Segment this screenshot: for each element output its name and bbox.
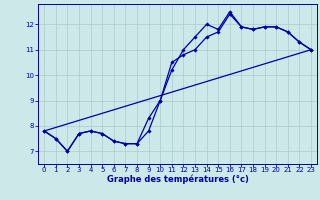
X-axis label: Graphe des températures (°c): Graphe des températures (°c) — [107, 174, 249, 184]
